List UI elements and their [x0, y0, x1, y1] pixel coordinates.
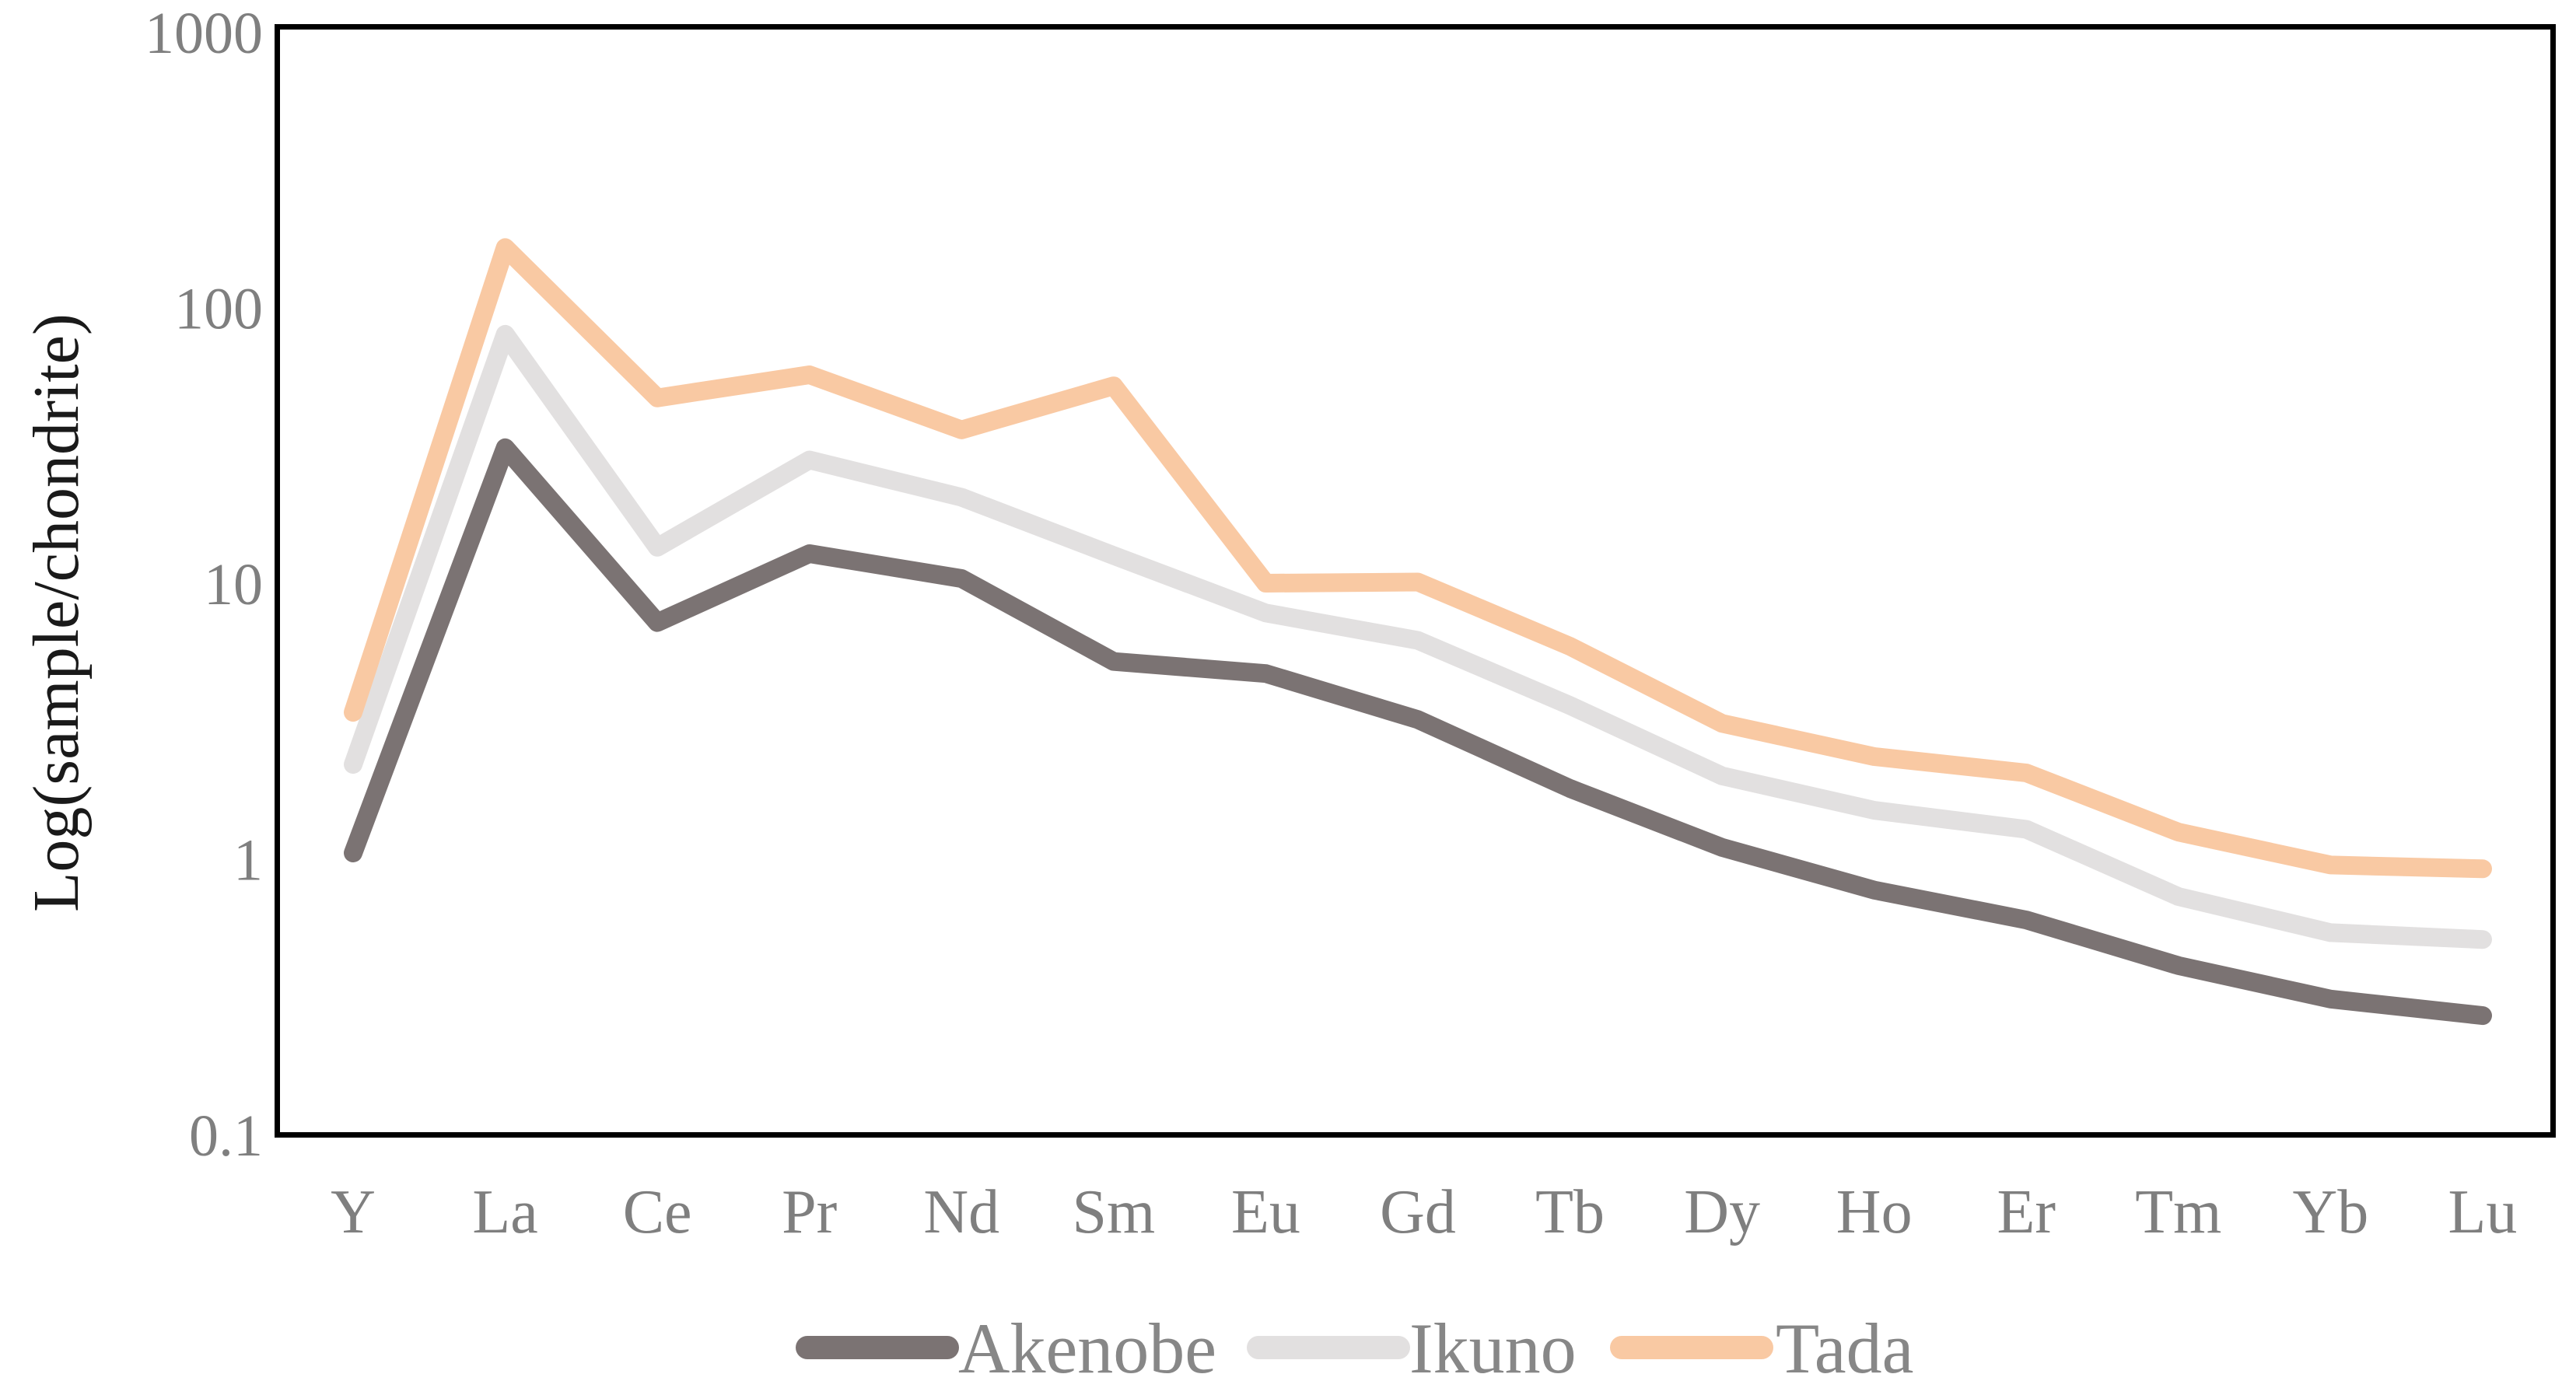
legend-label-tada: Tada	[1776, 1309, 1913, 1388]
y-tick-label-1000: 1000	[145, 1, 263, 66]
x-category-label-Tb: Tb	[1535, 1178, 1605, 1246]
x-category-label-Nd: Nd	[923, 1178, 999, 1246]
x-category-label-Ho: Ho	[1836, 1178, 1913, 1246]
x-category-label-Yb: Yb	[2293, 1178, 2369, 1246]
x-axis-category-labels: Y La Ce Pr Nd Sm Eu Gd Tb Dy Ho Er Tm Yb Lu	[331, 1178, 2517, 1246]
x-category-label-Eu: Eu	[1231, 1178, 1300, 1246]
x-category-label-Dy: Dy	[1684, 1178, 1760, 1246]
x-category-label-Sm: Sm	[1072, 1178, 1155, 1246]
series-lines	[344, 238, 2492, 1026]
x-category-label-Tm: Tm	[2135, 1178, 2221, 1246]
x-category-label-Lu: Lu	[2448, 1178, 2518, 1246]
series-line-ikuno	[344, 324, 2492, 949]
plot-border	[275, 24, 2556, 1138]
x-category-label-Gd: Gd	[1380, 1178, 1456, 1246]
y-axis-title: Log(sample/chondrite)	[20, 313, 93, 912]
x-category-label-Pr: Pr	[782, 1178, 837, 1246]
x-category-label-Y: Y	[331, 1178, 376, 1246]
series-line-akenobe	[344, 438, 2492, 1026]
y-tick-label-10: 10	[204, 552, 263, 617]
y-axis-tick-labels: 1000 100 10 1 0.1	[145, 1, 263, 1169]
series-line-tada	[344, 238, 2492, 879]
legend-label-ikuno: Ikuno	[1409, 1309, 1577, 1388]
y-tick-label-1: 1	[233, 828, 263, 893]
legend: Akenobe Ikuno Tada	[796, 1309, 1913, 1388]
x-category-label-La: La	[472, 1178, 537, 1246]
y-tick-label-0.1: 0.1	[189, 1103, 263, 1169]
x-category-label-Er: Er	[1997, 1178, 2056, 1246]
legend-label-akenobe: Akenobe	[958, 1309, 1216, 1388]
y-tick-label-100: 100	[174, 277, 263, 342]
x-category-label-Ce: Ce	[623, 1178, 692, 1246]
